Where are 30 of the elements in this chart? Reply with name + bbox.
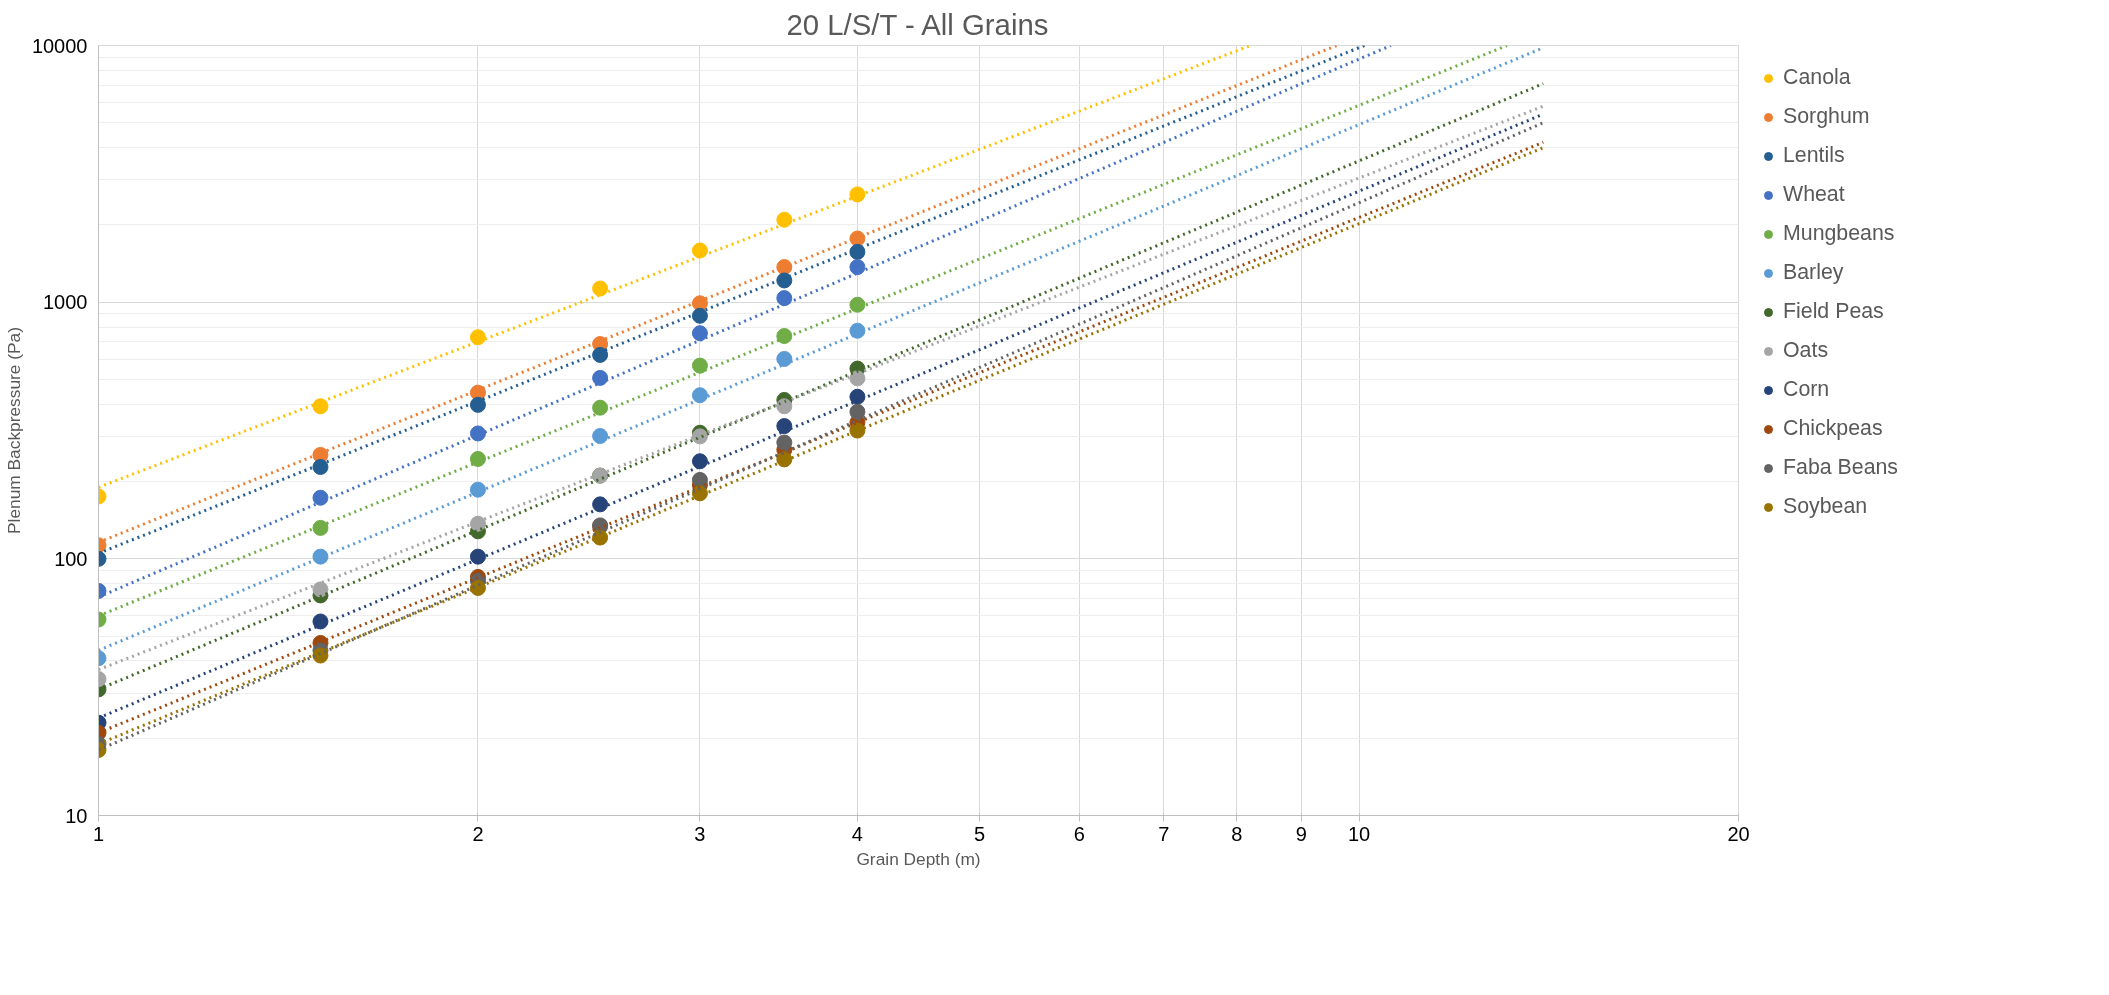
x-tick-label: 10 <box>1347 822 1371 845</box>
x-tick-label: 4 <box>851 822 863 845</box>
x-tick-label: 5 <box>974 822 986 845</box>
legend-label: Corn <box>1783 377 1830 402</box>
legend-label: Chickpeas <box>1783 416 1883 441</box>
x-tick-label: 9 <box>1295 822 1307 845</box>
x-tick-label: 20 <box>1727 822 1750 845</box>
x-tick-label: 1 <box>92 822 105 845</box>
x-axis-title: Grain Depth (m) <box>856 848 981 869</box>
legend-label: Lentils <box>1783 143 1845 168</box>
x-tick-label: 7 <box>1158 822 1170 845</box>
legend-label: Oats <box>1783 338 1829 363</box>
x-tick-label: 2 <box>472 822 484 845</box>
legend-label: Field Peas <box>1783 299 1884 324</box>
legend-label: Soybean <box>1783 494 1868 519</box>
x-tick-label: 6 <box>1073 822 1085 845</box>
y-tick-label: 10 <box>65 804 88 827</box>
x-tick-label: 3 <box>694 822 706 845</box>
legend-label: Canola <box>1783 65 1851 90</box>
x-tick-label: 8 <box>1231 822 1243 845</box>
legend-label: Mungbeans <box>1783 221 1895 246</box>
chart-title: 20 L/S/T - All Grains <box>786 7 1049 41</box>
y-tick-label: 100 <box>54 547 88 570</box>
y-tick-label: 10000 <box>31 34 88 57</box>
y-tick-label: 1000 <box>43 291 88 314</box>
y-axis-title: Plenum Backpressure (Pa) <box>3 326 24 535</box>
legend-label: Faba Beans <box>1783 455 1899 480</box>
legend-label: Sorghum <box>1783 104 1870 129</box>
legend-label: Wheat <box>1783 182 1845 207</box>
legend-label: Barley <box>1783 260 1844 285</box>
